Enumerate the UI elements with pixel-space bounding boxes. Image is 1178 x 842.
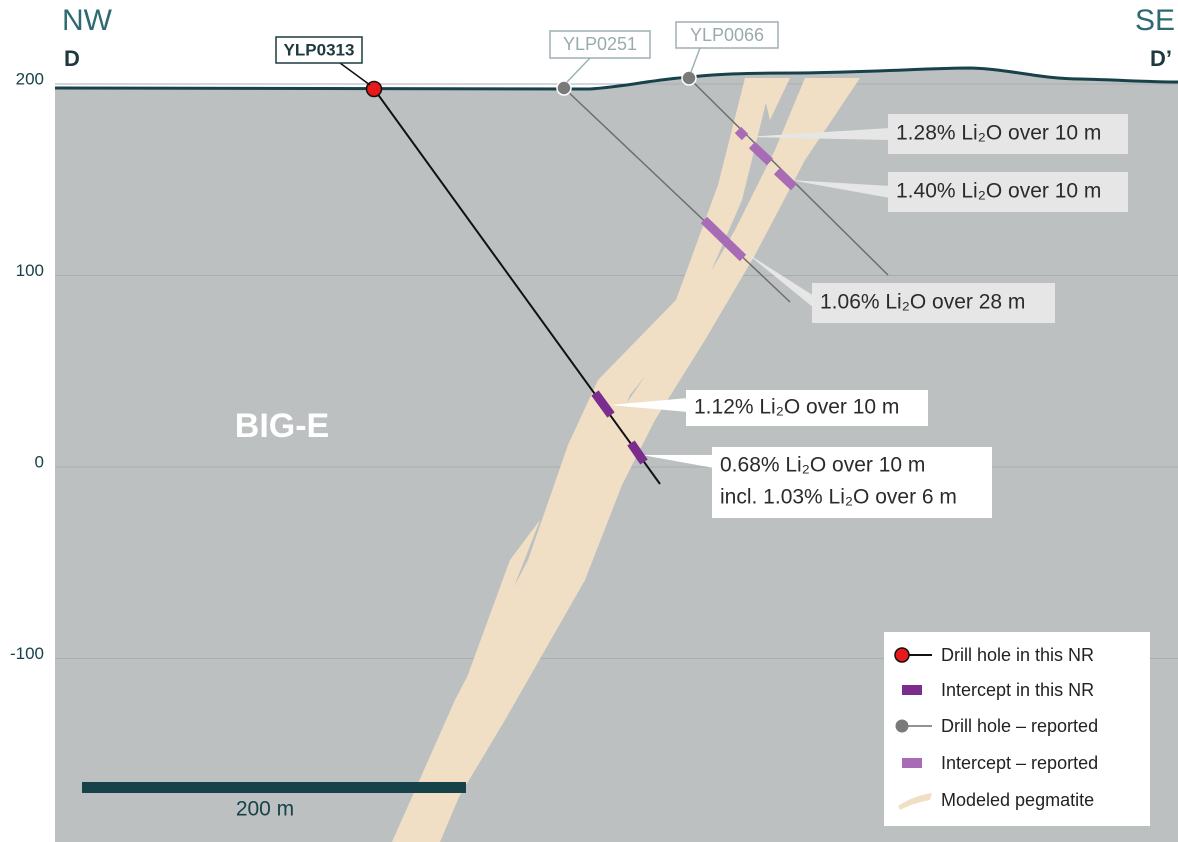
- legend-label: Drill hole in this NR: [941, 645, 1094, 665]
- callout-box: [686, 390, 928, 426]
- elevation-label: 100: [16, 261, 44, 280]
- callout-text: incl. 1.03% Li₂O over 6 m: [720, 486, 957, 509]
- hole-label-box: [675, 21, 779, 49]
- legend-label: Modeled pegmatite: [941, 790, 1094, 810]
- scale-label: 200 m: [236, 798, 294, 821]
- elevation-label: 0: [35, 452, 44, 471]
- callout-box: [712, 447, 992, 518]
- callout-pointers: [610, 128, 890, 468]
- callout-box: [888, 114, 1128, 154]
- hole-label-box: [549, 30, 651, 59]
- hole-label: YLP0066: [690, 25, 764, 45]
- callout-box: [888, 172, 1128, 212]
- direction: SE: [1135, 4, 1175, 37]
- legend-label: Intercept – reported: [941, 753, 1098, 773]
- legend-label: Intercept in this NR: [941, 680, 1094, 700]
- hole-label: YLP0251: [563, 34, 637, 54]
- section-letter: D: [64, 46, 80, 71]
- scale-bar: [82, 782, 466, 793]
- region-label: BIG-E: [235, 407, 329, 445]
- intercepts: [591, 126, 798, 465]
- direction: NW: [62, 4, 113, 37]
- callout-text: 1.06% Li₂O over 28 m: [820, 291, 1025, 314]
- pegmatite: [392, 78, 860, 842]
- elevation-label: 200: [16, 69, 44, 88]
- callout-text: 0.68% Li₂O over 10 m: [720, 454, 925, 477]
- topography: [54, 66, 1178, 91]
- hole-label: YLP0313: [284, 40, 355, 59]
- legend-label: Drill hole – reported: [941, 716, 1098, 736]
- section-letter: D’: [1150, 46, 1172, 71]
- hole-label-box: [275, 36, 363, 64]
- callout-text: 1.28% Li₂O over 10 m: [896, 122, 1101, 145]
- callout-box: [812, 283, 1055, 323]
- collars: [365, 70, 697, 98]
- callout-text: 1.40% Li₂O over 10 m: [896, 180, 1101, 203]
- elevation-label: -100: [10, 644, 44, 663]
- callout-text: 1.12% Li₂O over 10 m: [694, 396, 899, 419]
